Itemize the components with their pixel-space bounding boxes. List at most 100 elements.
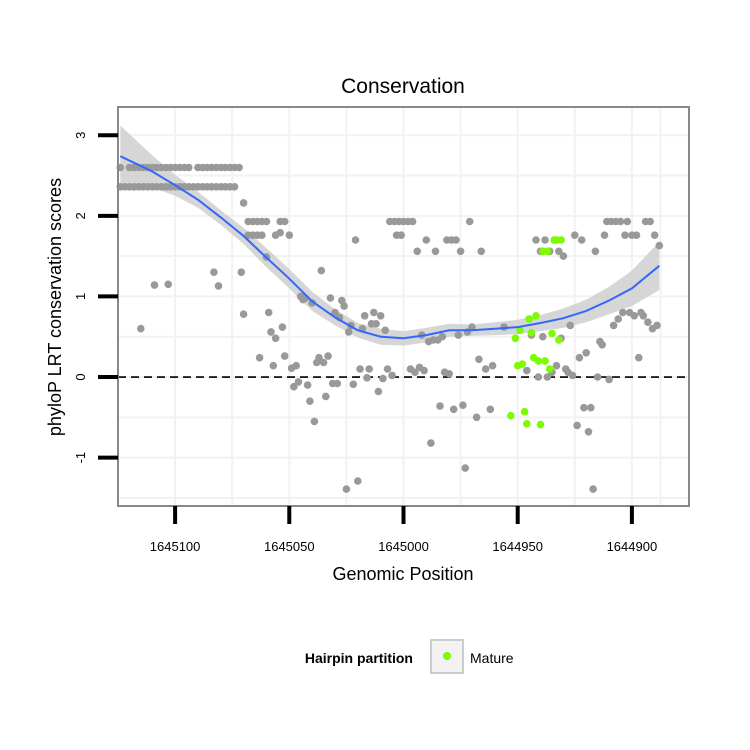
data-point (290, 382, 298, 391)
data-point (317, 266, 326, 275)
data-point (653, 321, 661, 330)
data-point (354, 477, 362, 485)
data-point (150, 281, 159, 289)
data-point (303, 381, 312, 389)
data-point (575, 353, 584, 362)
mature-point (532, 312, 540, 320)
data-point (276, 228, 285, 237)
x-tick-label: 1645100 (150, 539, 201, 554)
mature-point (536, 420, 545, 429)
data-point (349, 380, 358, 389)
data-point (280, 217, 289, 226)
data-point (568, 371, 577, 380)
x-axis: 1645100 1645050 1645000 1644950 1644900 (150, 506, 657, 554)
data-point (534, 373, 543, 381)
data-point (388, 371, 396, 380)
data-point (280, 352, 289, 360)
data-point (577, 236, 586, 244)
mature-point (511, 334, 520, 343)
data-point (559, 252, 568, 260)
data-point (383, 365, 392, 373)
data-point (598, 341, 606, 349)
data-point (616, 217, 625, 226)
legend-label-mature: Mature (470, 650, 514, 666)
loess-fit-line (119, 155, 660, 340)
data-point (255, 353, 264, 362)
data-point (310, 417, 319, 426)
mature-point (523, 420, 531, 428)
y-axis: -1 0 1 2 3 (73, 132, 118, 464)
x-tick-label: 1645050 (264, 539, 315, 554)
data-point (459, 401, 467, 410)
data-point (376, 312, 385, 320)
data-point (621, 231, 629, 239)
data-point (331, 308, 339, 317)
data-point (589, 485, 597, 493)
data-point (635, 353, 643, 362)
y-tick-label: 0 (73, 373, 88, 380)
y-tick-label: 3 (73, 132, 88, 139)
mature-point (557, 236, 565, 244)
data-point (600, 231, 609, 239)
data-point (427, 439, 435, 447)
data-point (632, 231, 641, 239)
data-point (344, 328, 353, 336)
data-point (623, 217, 632, 226)
data-point (566, 321, 574, 330)
data-point (650, 231, 659, 239)
y-tick-label: -1 (73, 452, 88, 464)
data-point (587, 403, 595, 412)
data-point (185, 163, 193, 172)
data-point (269, 361, 278, 370)
data-point (555, 247, 563, 256)
data-point (413, 247, 422, 256)
data-point (237, 268, 246, 277)
mature-point (534, 357, 543, 365)
data-point (292, 361, 301, 370)
data-point (465, 217, 474, 226)
data-point (582, 349, 590, 357)
data-point (306, 397, 314, 406)
data-point (593, 373, 602, 381)
data-point (420, 366, 428, 375)
legend-key (430, 639, 464, 674)
data-point (372, 320, 380, 328)
data-point (445, 370, 454, 378)
mature-point (516, 326, 524, 335)
data-point (239, 199, 248, 207)
data-point (619, 308, 627, 317)
data-point (456, 247, 465, 256)
data-point (591, 247, 600, 256)
data-point (333, 379, 342, 388)
data-point (342, 485, 351, 493)
data-point (322, 392, 330, 401)
data-point (472, 413, 481, 422)
mature-point (545, 365, 554, 373)
data-point (630, 312, 638, 320)
data-point (408, 217, 417, 226)
data-point (285, 231, 294, 239)
data-point (552, 361, 561, 370)
mature-points (507, 236, 565, 429)
data-point (379, 374, 387, 383)
data-point (646, 217, 654, 226)
data-point (461, 464, 470, 472)
data-point (609, 321, 618, 330)
mature-point (555, 336, 563, 344)
data-point (639, 312, 648, 320)
data-point (488, 361, 497, 370)
data-point (363, 374, 371, 382)
data-point (271, 334, 280, 343)
x-tick-label: 1645000 (378, 539, 429, 554)
data-point (164, 280, 172, 289)
data-point (543, 373, 552, 381)
data-point (356, 365, 364, 373)
data-point (580, 403, 588, 412)
data-point (258, 231, 266, 239)
data-point (486, 405, 495, 414)
data-point (573, 421, 581, 430)
data-point (539, 332, 547, 341)
data-point (319, 358, 328, 367)
data-point (477, 247, 486, 256)
